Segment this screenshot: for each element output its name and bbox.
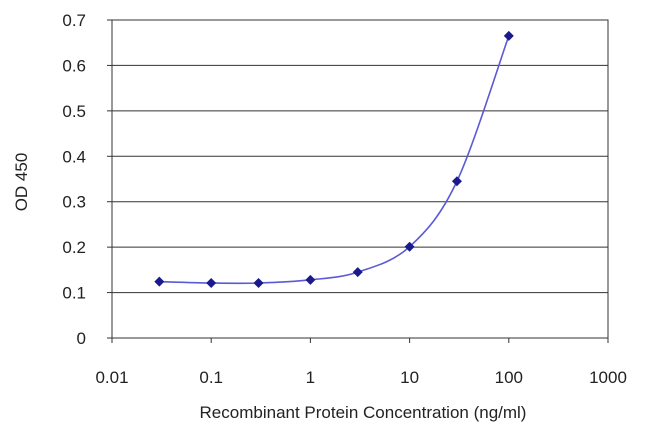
y-tick-label: 0.3 bbox=[62, 193, 86, 212]
data-point-marker bbox=[253, 278, 264, 289]
y-tick-label: 0 bbox=[77, 329, 86, 348]
data-points bbox=[154, 30, 514, 289]
data-point-marker bbox=[154, 276, 165, 287]
axis-ticks bbox=[107, 19, 609, 343]
x-tick-label: 0.1 bbox=[199, 368, 223, 387]
x-tick-label: 1000 bbox=[589, 368, 627, 387]
data-point-marker bbox=[503, 30, 514, 41]
data-point-marker bbox=[404, 241, 415, 252]
x-tick-label: 100 bbox=[495, 368, 523, 387]
data-point-marker bbox=[451, 176, 462, 187]
y-tick-labels: 0 0.1 0.2 0.3 0.4 0.5 0.6 0.7 bbox=[62, 11, 86, 348]
y-tick-label: 0.1 bbox=[62, 284, 86, 303]
x-tick-label: 10 bbox=[400, 368, 419, 387]
x-tick-label: 1 bbox=[306, 368, 315, 387]
y-tick-label: 0.2 bbox=[62, 238, 86, 257]
data-point-marker bbox=[206, 278, 217, 289]
data-point-marker bbox=[305, 274, 316, 285]
data-point-marker bbox=[352, 267, 363, 278]
fit-curve bbox=[159, 35, 510, 285]
x-axis-title: Recombinant Protein Concentration (ng/ml… bbox=[200, 403, 527, 422]
grid-lines bbox=[112, 64, 608, 294]
y-tick-label: 0.7 bbox=[62, 11, 86, 30]
y-tick-label: 0.6 bbox=[62, 56, 86, 75]
x-tick-labels: 0.01 0.1 1 10 100 1000 bbox=[95, 368, 626, 387]
fit-curve-group bbox=[159, 35, 510, 285]
y-tick-label: 0.5 bbox=[62, 102, 86, 121]
y-axis-title: OD 450 bbox=[12, 153, 31, 212]
x-tick-label: 0.01 bbox=[95, 368, 128, 387]
plot-area-frame bbox=[111, 19, 609, 339]
y-tick-label: 0.4 bbox=[62, 147, 86, 166]
